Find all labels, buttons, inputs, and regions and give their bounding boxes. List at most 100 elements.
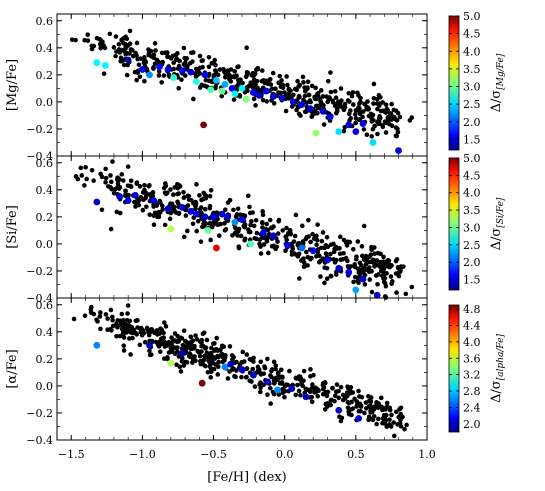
outlier-star [193,78,200,86]
background-star [260,209,265,214]
background-star [349,93,355,99]
background-star [315,249,321,255]
background-star [158,200,163,206]
background-star [384,106,390,112]
outlier-star [242,95,250,103]
outlier-star [289,98,297,106]
background-star [168,201,173,206]
background-star [186,197,192,203]
background-star [366,404,372,409]
background-star [271,243,276,249]
background-star [330,98,336,103]
background-star [227,76,232,82]
background-star [209,224,215,230]
background-star [117,50,123,55]
background-star [103,175,109,181]
background-star [381,412,387,418]
colorbar-tick-label: 3.5 [463,63,481,76]
outlier-star [212,76,220,84]
background-star [238,233,244,239]
background-star [169,335,174,340]
background-star [125,303,131,308]
background-star [236,226,242,232]
background-star [108,226,114,232]
outlier-star [150,197,158,205]
background-star [302,89,308,94]
background-star [208,237,213,243]
background-star [338,257,344,262]
outlier-star [187,208,195,215]
background-star [119,311,125,317]
background-star [132,199,137,205]
background-star [341,104,347,110]
background-star [120,330,126,336]
background-star [125,164,131,169]
colorbar-tick-label: 2.4 [463,401,481,414]
background-star [279,380,285,385]
background-star [222,74,228,80]
background-star [211,341,216,346]
background-star [182,73,188,78]
background-star [110,317,115,323]
background-star [382,280,388,286]
background-star [128,352,133,357]
y-tick-label: −0.4 [26,434,53,447]
background-star [380,405,386,411]
background-star [284,225,289,231]
background-star [375,416,381,422]
background-star [115,324,120,330]
background-star [232,74,237,80]
background-star [291,239,297,244]
background-star [199,340,204,345]
background-star [214,335,219,341]
background-star [220,359,226,365]
outlier-star [210,213,217,221]
background-star [381,265,387,271]
background-star [386,264,392,270]
background-star [389,123,395,129]
background-star [165,54,170,60]
background-star [193,199,198,205]
background-star [154,214,160,220]
background-star [85,32,90,37]
outlier-star [212,244,220,252]
background-star [360,109,366,114]
background-star [298,376,304,382]
background-star [157,339,162,345]
background-star [362,101,367,107]
background-star [301,264,307,270]
background-star [396,414,401,420]
background-star [318,245,324,251]
background-star [123,188,128,194]
background-stars [71,303,409,439]
background-star [223,227,229,232]
background-star [194,337,200,342]
background-star [199,58,205,64]
x-tick-label: −1.5 [58,448,85,461]
outlier-star [178,350,186,357]
background-star [375,106,380,112]
background-star [360,253,365,259]
background-star [254,236,259,242]
background-star [123,34,128,40]
background-star [245,84,251,89]
x-tick-label: 0.5 [347,448,365,461]
colorbar-tick-label: 5.0 [463,152,481,165]
background-star [371,406,377,412]
background-star [189,354,195,360]
background-star [222,221,227,226]
colorbar-tick-label: 2.0 [463,116,481,129]
background-star [285,231,291,237]
background-star [91,178,96,183]
background-star [325,99,331,105]
background-star [114,209,120,215]
background-star [375,262,380,268]
background-star [365,99,370,104]
background-star [134,332,139,337]
background-star [380,100,386,105]
background-star [345,239,350,245]
background-star [358,95,363,101]
y-tick-label: −0.2 [26,123,53,136]
background-star [278,84,284,90]
background-star [244,45,249,50]
